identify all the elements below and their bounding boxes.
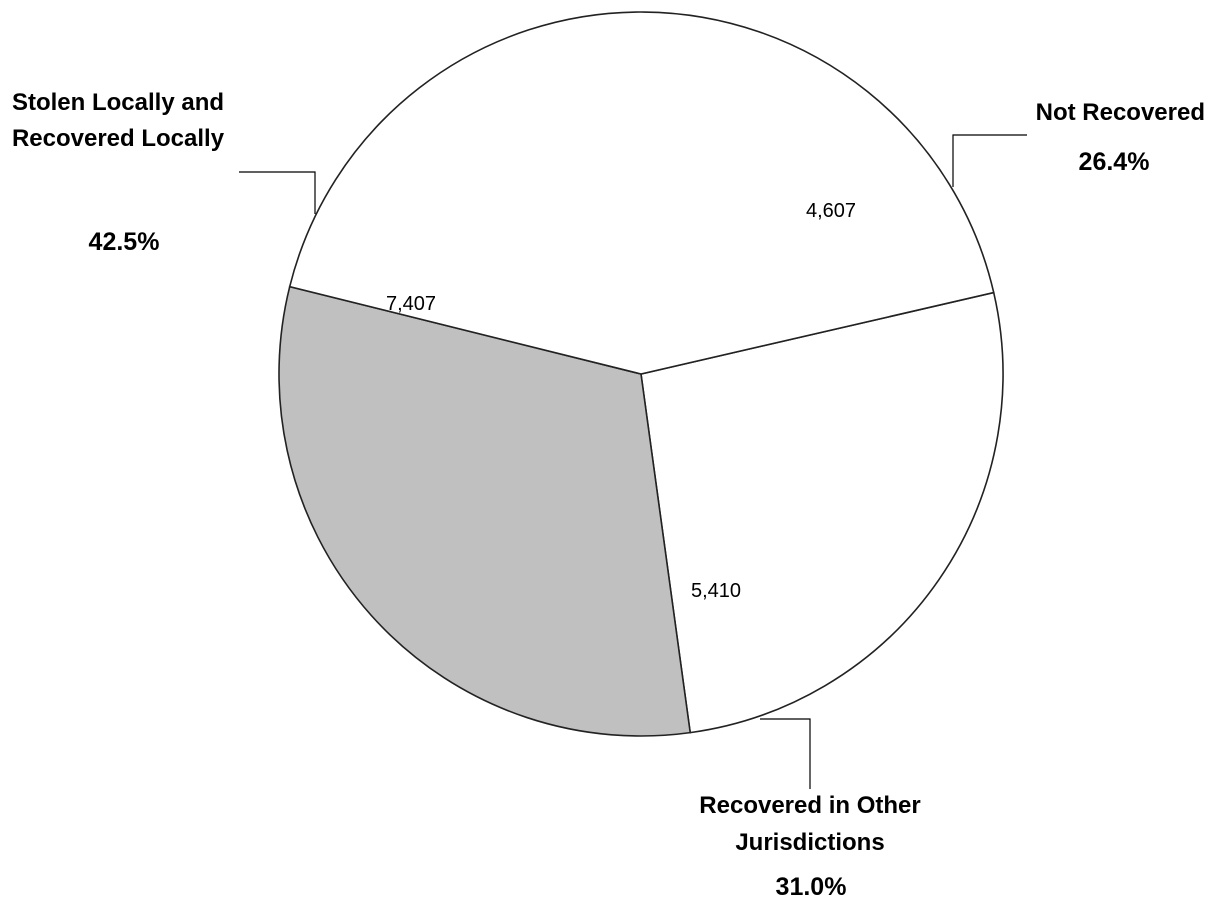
- slice-label-recovered-other-line2: Jurisdictions: [735, 829, 884, 856]
- slice-stolen-locally: [288, 11, 995, 375]
- slice-value-stolen-locally: 7,407: [386, 293, 436, 315]
- leader-stolen-locally: [239, 171, 316, 214]
- slice-value-recovered-other: 5,410: [691, 580, 741, 602]
- leader-not-recovered: [952, 134, 1027, 187]
- slice-label-not-recovered: Not Recovered: [1036, 99, 1205, 126]
- slice-percent-recovered-other: 31.0%: [776, 873, 847, 901]
- slice-percent-not-recovered: 26.4%: [1079, 148, 1150, 176]
- slice-value-not-recovered: 4,607: [806, 200, 856, 222]
- pie-slices: [278, 11, 1004, 737]
- slice-label-stolen-locally-line2: Recovered Locally: [12, 125, 225, 152]
- slice-not-recovered: [640, 291, 1004, 734]
- leader-lines: [239, 134, 1027, 789]
- slice-label-stolen-locally: Stolen Locally and: [12, 89, 224, 116]
- slice-percent-stolen-locally: 42.5%: [89, 228, 160, 256]
- slice-recovered-other: [278, 285, 692, 737]
- slice-label-recovered-other: Recovered in Other: [699, 792, 920, 819]
- leader-recovered-other: [760, 718, 811, 789]
